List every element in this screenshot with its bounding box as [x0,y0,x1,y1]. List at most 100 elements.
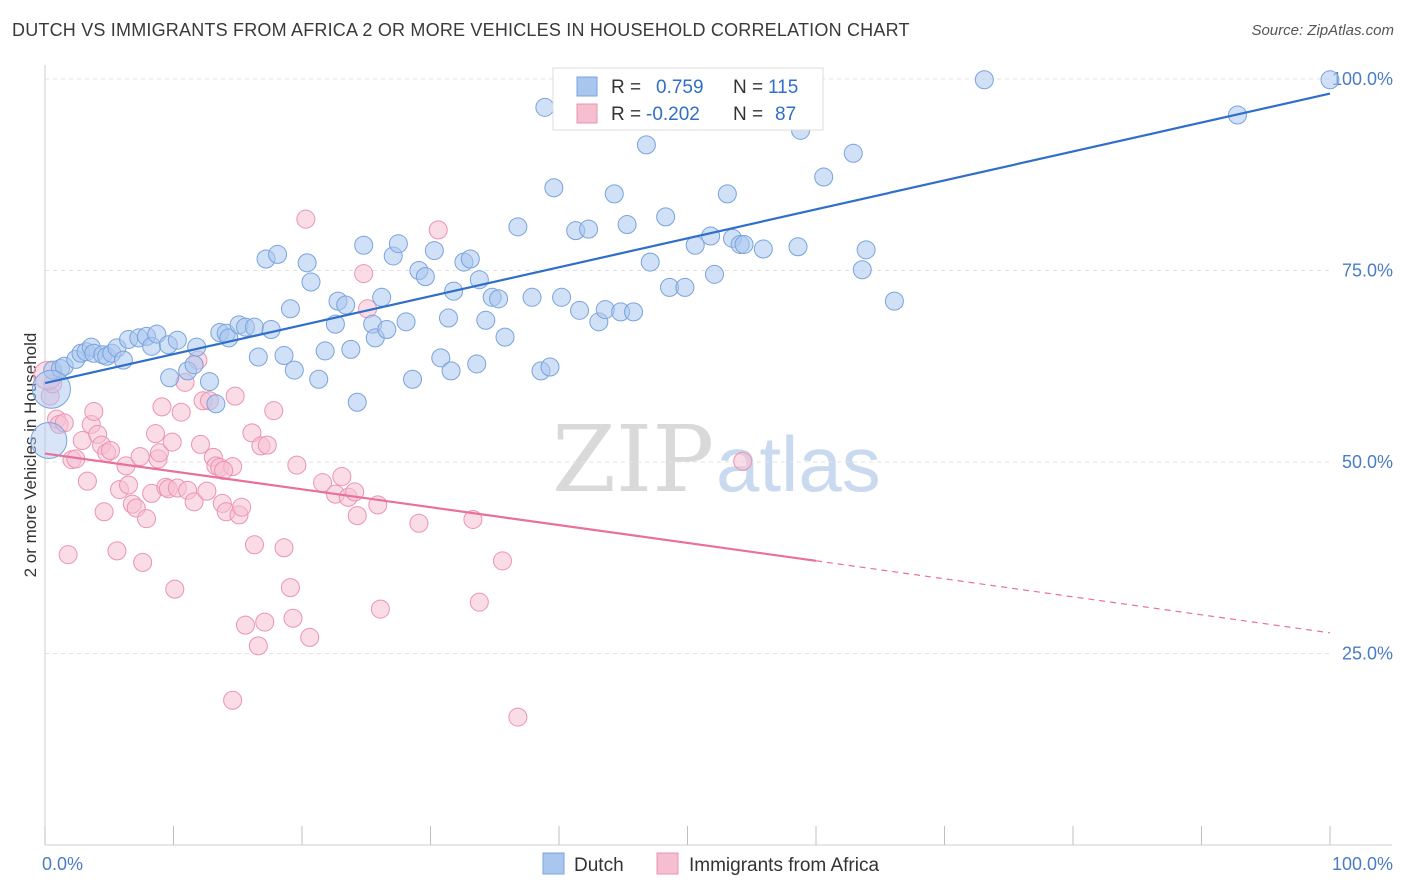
series-dutch-points [30,70,1340,460]
africa-point [190,434,210,454]
legend: Dutch Immigrants from Africa [542,852,879,876]
africa-point [232,497,252,517]
dutch-point [617,215,637,235]
dutch-point [753,239,773,259]
dutch-point [856,240,876,260]
dutch-point [843,143,863,163]
africa-point [84,401,104,421]
y-tick-label: 100.0% [1332,69,1393,89]
dutch-point [814,167,834,187]
africa-point [184,492,204,512]
africa-point [469,592,489,612]
africa-point [370,599,390,619]
africa-point [137,509,157,529]
africa-point [332,467,352,487]
stats-r-label-2: R = [611,104,641,125]
dutch-point [31,369,71,409]
dutch-point [347,392,367,412]
dutch-point [261,319,281,339]
africa-trend-line [44,452,817,562]
dutch-point [489,289,509,309]
stats-n-label-2: N = [733,104,763,125]
dutch-point [640,252,660,272]
africa-point [283,608,303,628]
africa-point [94,502,114,522]
africa-point [463,509,483,529]
africa-point [197,481,217,501]
africa-point [162,432,182,452]
dutch-point [717,184,737,204]
dutch-point [656,207,676,227]
dutch-point [508,217,528,237]
x-tick-labels: 0.0% 100.0% [42,854,1393,874]
dutch-point [1320,70,1340,90]
dutch-point [540,357,560,377]
africa-point [235,615,255,635]
africa-point [244,535,264,555]
stats-box: R = 0.759 N = 115 R = -0.202 N = 87 [552,67,824,131]
dutch-point [544,178,564,198]
y-tick-labels: 25.0% 50.0% 75.0% 100.0% [1332,69,1393,664]
africa-point [77,471,97,491]
y-tick-label: 25.0% [1342,644,1393,664]
source-label: Source: ZipAtlas.com [1251,22,1394,39]
series-africa-points [33,209,753,727]
trend-lines [44,92,1331,634]
africa-point [280,578,300,598]
dutch-point [704,264,724,284]
dutch-point [579,219,599,239]
dutch-point [274,346,294,366]
africa-point [146,424,166,444]
watermark-zip: ZIP [552,406,714,513]
africa-point [119,475,139,495]
africa-point [255,612,275,632]
dutch-point [336,295,356,315]
x-tick-label-start: 0.0% [42,854,83,874]
dutch-trend-line [44,92,1331,385]
dutch-point [884,291,904,311]
dutch-point [974,70,994,90]
legend-dutch-swatch [542,852,565,875]
dutch-point [301,272,321,292]
stats-r-value-2: -0.202 [646,104,700,125]
dutch-point [604,184,624,204]
dutch-point [476,310,496,330]
y-tick-label: 75.0% [1342,261,1393,281]
dutch-point [284,360,304,380]
dutch-point [377,319,397,339]
dutch-point [248,347,268,367]
legend-africa-swatch [656,852,679,875]
dutch-point [341,339,361,359]
dutch-point [624,302,644,322]
axes [44,65,1392,846]
grid-lines [45,78,1330,654]
dutch-point [297,253,317,273]
stats-n-label-1: N = [733,77,763,98]
watermark: ZIP atlas [552,406,881,513]
dutch-point [675,277,695,297]
africa-point [130,447,150,467]
dutch-point [268,244,288,264]
africa-point [133,552,153,572]
dutch-point [636,135,656,155]
africa-point [409,513,429,533]
africa-point [225,386,245,406]
dutch-point [403,369,423,389]
africa-point [107,541,127,561]
stats-r-label-1: R = [611,77,641,98]
africa-point [152,397,172,417]
dutch-point [495,327,515,347]
africa-point [733,451,753,471]
dutch-point [424,241,444,261]
dutch-point [441,361,461,381]
dutch-point [184,355,204,375]
africa-point [428,220,448,240]
stats-dutch-swatch [576,76,598,97]
dutch-point [206,394,226,414]
dutch-point [467,354,487,374]
africa-point [223,690,243,710]
africa-point [300,627,320,647]
dutch-point [396,312,416,332]
africa-point [165,579,185,599]
